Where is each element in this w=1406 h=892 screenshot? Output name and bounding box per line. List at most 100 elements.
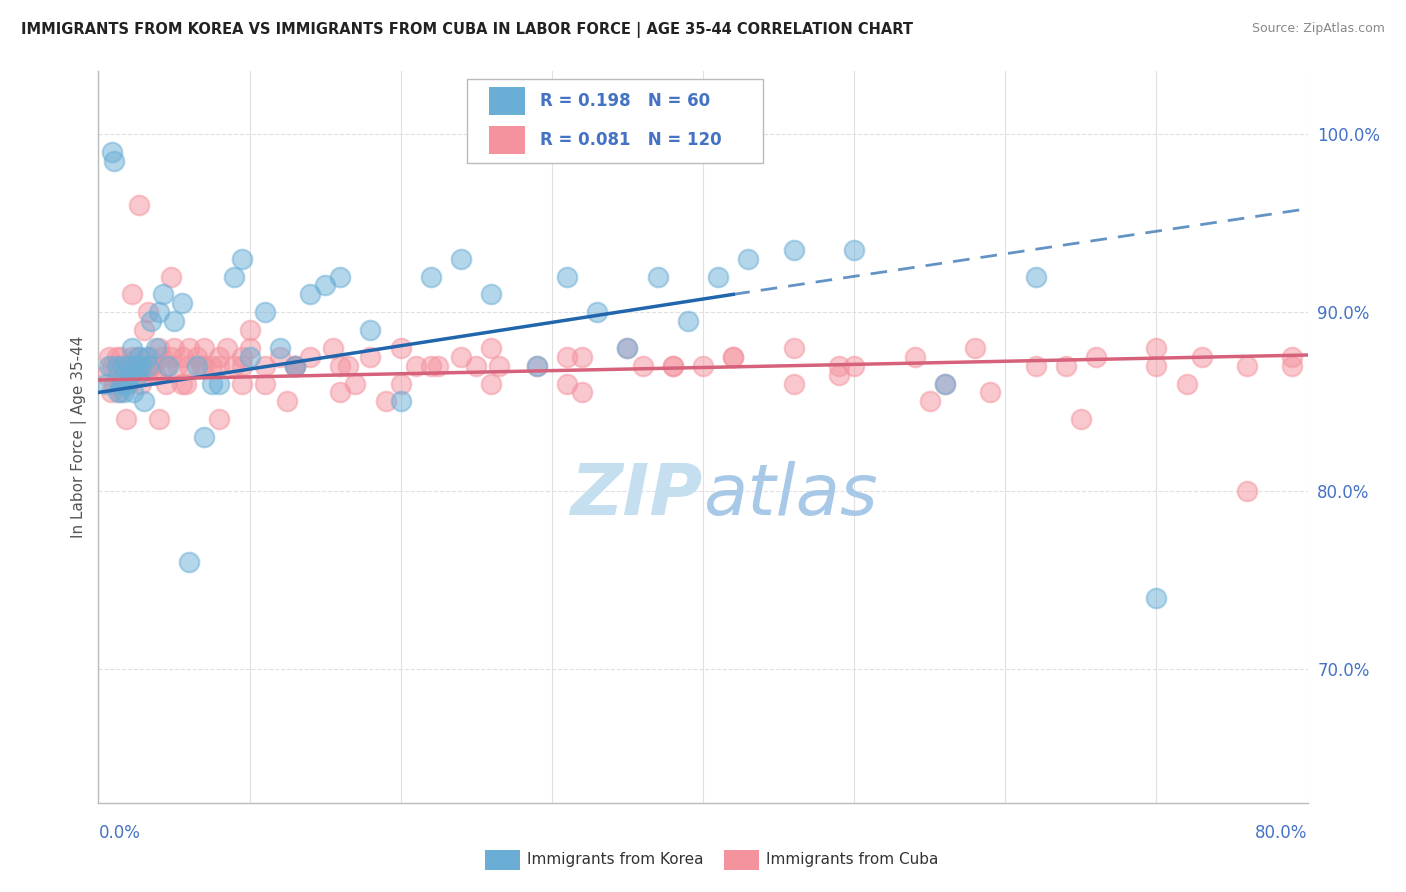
- Point: [1024, 269, 1046, 284]
- Point: [224, 269, 246, 284]
- Point: [314, 278, 336, 293]
- Point: [101, 359, 124, 373]
- Point: [661, 359, 683, 373]
- Text: IMMIGRANTS FROM KOREA VS IMMIGRANTS FROM CUBA IN LABOR FORCE | AGE 35-44 CORRELA: IMMIGRANTS FROM KOREA VS IMMIGRANTS FROM…: [21, 22, 912, 38]
- Point: [253, 305, 276, 319]
- Point: [132, 323, 155, 337]
- Point: [110, 376, 132, 391]
- Point: [284, 359, 307, 373]
- Point: [112, 376, 135, 391]
- Point: [934, 376, 956, 391]
- Point: [111, 359, 134, 373]
- Point: [172, 350, 194, 364]
- Point: [150, 350, 173, 364]
- Bar: [489, 87, 526, 115]
- Point: [98, 359, 121, 373]
- Point: [904, 350, 927, 364]
- Point: [115, 368, 138, 382]
- Point: [135, 368, 157, 382]
- Point: [1070, 412, 1092, 426]
- Point: [965, 341, 987, 355]
- Point: [224, 359, 246, 373]
- Point: [136, 359, 159, 373]
- Point: [269, 341, 291, 355]
- Point: [737, 252, 759, 266]
- Point: [918, 394, 941, 409]
- Point: [114, 412, 136, 426]
- Point: [284, 359, 307, 373]
- Point: [94, 368, 117, 382]
- FancyBboxPatch shape: [467, 78, 763, 163]
- Point: [783, 243, 806, 257]
- Point: [148, 305, 170, 319]
- Point: [322, 341, 344, 355]
- Point: [155, 359, 177, 373]
- Point: [465, 359, 488, 373]
- Point: [616, 341, 638, 355]
- Point: [118, 376, 141, 391]
- Point: [103, 153, 125, 168]
- Point: [128, 350, 150, 364]
- Point: [136, 305, 159, 319]
- Point: [208, 350, 231, 364]
- Point: [1236, 359, 1258, 373]
- Point: [110, 359, 132, 373]
- Point: [118, 359, 141, 373]
- Point: [723, 350, 745, 364]
- Point: [179, 359, 201, 373]
- Point: [193, 359, 215, 373]
- Point: [1175, 376, 1198, 391]
- Point: [253, 376, 276, 391]
- Text: 80.0%: 80.0%: [1256, 824, 1308, 842]
- Point: [231, 350, 253, 364]
- Point: [844, 243, 866, 257]
- Point: [1085, 350, 1108, 364]
- Point: [276, 394, 298, 409]
- Point: [828, 359, 851, 373]
- Point: [329, 359, 352, 373]
- Text: Immigrants from Cuba: Immigrants from Cuba: [766, 853, 939, 867]
- Point: [121, 350, 143, 364]
- Point: [94, 376, 117, 391]
- Point: [163, 314, 186, 328]
- Point: [1281, 359, 1303, 373]
- Point: [156, 359, 179, 373]
- Point: [481, 287, 503, 301]
- Point: [405, 359, 427, 373]
- Point: [179, 555, 201, 569]
- Point: [142, 359, 165, 373]
- Point: [132, 394, 155, 409]
- Point: [488, 359, 510, 373]
- Point: [135, 350, 157, 364]
- Point: [160, 269, 183, 284]
- Point: [108, 385, 131, 400]
- Point: [114, 359, 136, 373]
- Point: [115, 376, 138, 391]
- Bar: [489, 127, 526, 154]
- Point: [148, 412, 170, 426]
- Point: [186, 359, 208, 373]
- Point: [179, 341, 201, 355]
- Point: [616, 341, 638, 355]
- Point: [329, 385, 352, 400]
- Text: R = 0.198   N = 60: R = 0.198 N = 60: [540, 93, 710, 111]
- Point: [125, 368, 148, 382]
- Point: [828, 368, 851, 382]
- Point: [208, 412, 231, 426]
- Point: [174, 376, 197, 391]
- Point: [844, 359, 866, 373]
- Point: [170, 376, 193, 391]
- Text: Source: ZipAtlas.com: Source: ZipAtlas.com: [1251, 22, 1385, 36]
- Point: [979, 385, 1001, 400]
- Point: [555, 376, 578, 391]
- Point: [783, 341, 806, 355]
- Point: [190, 359, 212, 373]
- Point: [148, 341, 170, 355]
- Point: [152, 287, 174, 301]
- Point: [481, 341, 503, 355]
- Point: [934, 376, 956, 391]
- Point: [586, 305, 609, 319]
- Point: [1236, 483, 1258, 498]
- Point: [208, 359, 231, 373]
- Point: [239, 341, 262, 355]
